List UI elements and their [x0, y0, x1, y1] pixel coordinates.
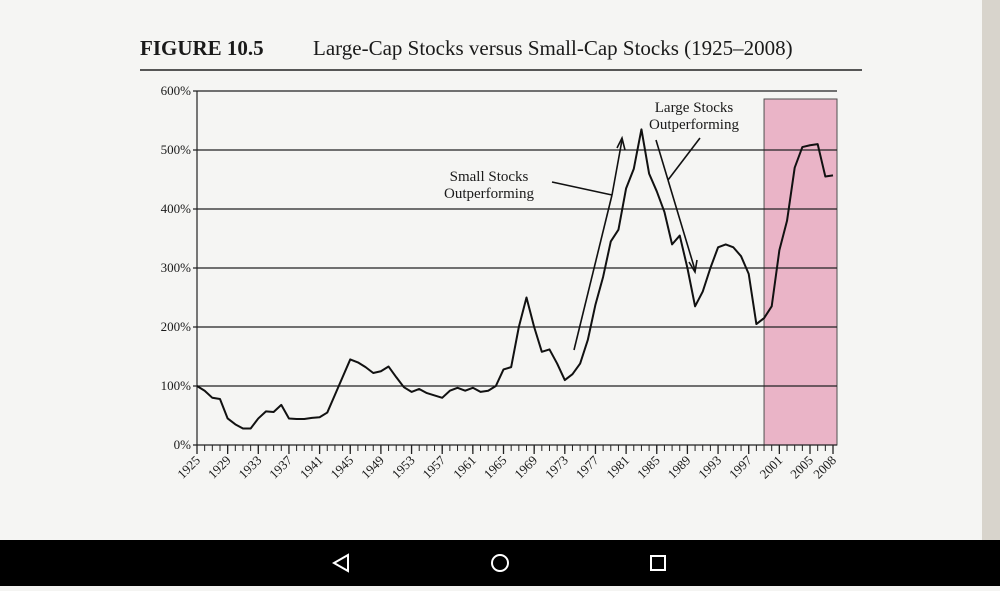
arrow [573, 194, 613, 351]
annotation-pointer [667, 137, 701, 181]
arrow-head [688, 259, 698, 275]
y-tick-label: 400% [161, 201, 192, 216]
y-tick-label: 300% [161, 260, 192, 275]
arrow [655, 139, 669, 181]
annotation: Small Stocks [450, 169, 529, 185]
recents-button[interactable] [650, 555, 666, 571]
arrow [667, 179, 696, 271]
arrow-head [616, 135, 626, 151]
y-tick-label: 500% [161, 142, 192, 157]
arrows [551, 135, 701, 351]
home-button[interactable] [491, 554, 509, 572]
annotation: Outperforming [444, 186, 534, 202]
chart: FIGURE 10.5 Large-Cap Stocks versus Smal… [140, 0, 1000, 540]
annotation: Large Stocks [655, 100, 734, 116]
figure-label: FIGURE 10.5 [140, 36, 264, 60]
chart-title: Large-Cap Stocks versus Small-Cap Stocks… [313, 36, 793, 60]
y-tick-label: 200% [161, 319, 192, 334]
annotation: Outperforming [649, 117, 739, 133]
y-tick-label: 100% [161, 378, 192, 393]
arrow [611, 139, 623, 196]
y-tick-label: 0% [174, 437, 192, 452]
annotation-pointer [551, 181, 613, 196]
back-button[interactable] [331, 553, 349, 573]
navigation-bar [0, 540, 1000, 586]
page-edge [982, 0, 1000, 540]
data-line [196, 128, 834, 430]
nav-icons [331, 553, 666, 573]
y-tick-label: 600% [161, 83, 192, 98]
